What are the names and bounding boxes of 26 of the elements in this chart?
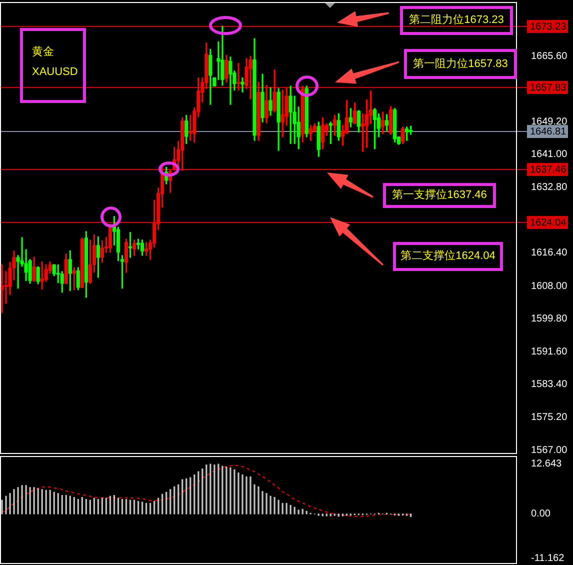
- y-tick-label: 0.00: [531, 508, 551, 520]
- ref-line-label: 1673.23: [530, 21, 567, 32]
- ref-line-label: 1624.04: [530, 217, 567, 228]
- ref-line-label: 1657.83: [530, 82, 567, 94]
- y-tick-label: 1632.80: [531, 182, 568, 193]
- y-tick-label: 1591.60: [531, 346, 568, 358]
- annotation: 第二阻力位1673.23: [409, 14, 504, 27]
- y-tick-label: -11.162: [531, 552, 565, 564]
- y-tick-label: 1665.60: [531, 50, 568, 62]
- y-tick-label: 1616.40: [531, 247, 568, 258]
- annotation: 第一阻力位1657.83: [413, 58, 508, 70]
- text: XAUUSD: [32, 65, 78, 79]
- ref-line-label: 1637.46: [530, 164, 567, 176]
- y-tick-label: 1583.40: [531, 379, 568, 390]
- y-tick-label: 1649.20: [531, 116, 568, 128]
- y-tick-label: 1608.00: [531, 280, 568, 292]
- ref-line-label: 1646.81: [530, 126, 567, 138]
- annotation: 第二支撑位1624.04: [400, 250, 496, 263]
- y-tick-label: 1641.00: [531, 149, 568, 160]
- y-tick-label: 12.643: [531, 458, 562, 470]
- annotation: 第一支撑位1637.46: [392, 189, 487, 202]
- y-tick-label: 1575.20: [531, 412, 568, 423]
- text: 黄金: [32, 45, 54, 59]
- y-tick-label: 1567.00: [531, 444, 568, 456]
- line-series: [2, 464, 412, 517]
- y-tick-label: 1599.80: [531, 314, 568, 325]
